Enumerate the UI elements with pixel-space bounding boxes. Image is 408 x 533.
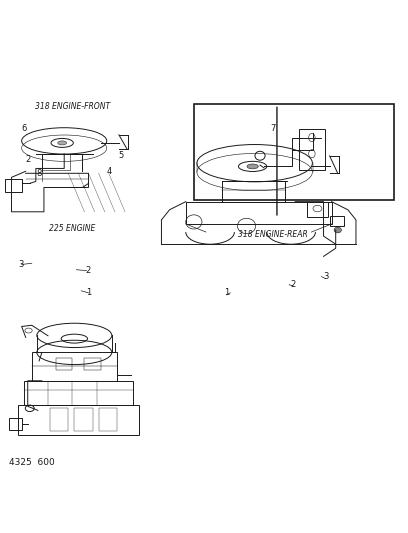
Bar (194, 104, 395, 200)
Text: 225 ENGINE: 225 ENGINE (49, 224, 95, 233)
Bar (56, 358, 72, 370)
Text: 318 ENGINE-FRONT: 318 ENGINE-FRONT (35, 102, 110, 111)
Bar (99, 408, 117, 431)
Text: 2: 2 (25, 155, 30, 164)
Bar (330, 216, 344, 226)
Text: 3: 3 (18, 260, 24, 269)
Text: 6: 6 (21, 124, 27, 133)
Ellipse shape (334, 227, 341, 233)
Text: 7: 7 (270, 124, 275, 133)
Bar (18, 405, 139, 435)
Bar (222, 181, 285, 201)
Bar (84, 358, 101, 370)
Text: 8: 8 (36, 169, 41, 178)
Ellipse shape (247, 164, 258, 169)
Bar (307, 201, 328, 217)
Text: 4: 4 (106, 167, 111, 176)
Text: 4325  600: 4325 600 (9, 458, 54, 467)
Text: 1: 1 (224, 288, 229, 297)
Bar (32, 352, 117, 381)
Bar (9, 418, 22, 430)
Text: 2: 2 (290, 280, 296, 289)
Text: 5: 5 (118, 150, 124, 159)
Text: 318 ENGINE-REAR: 318 ENGINE-REAR (238, 230, 308, 239)
Bar (5, 180, 22, 191)
Bar (299, 130, 325, 170)
Bar (74, 408, 93, 431)
Bar (50, 408, 68, 431)
Text: 1: 1 (86, 288, 91, 297)
Bar (186, 201, 332, 224)
Text: 2: 2 (86, 266, 91, 275)
Bar (24, 381, 133, 405)
Text: 3: 3 (323, 272, 328, 281)
Ellipse shape (58, 141, 67, 145)
